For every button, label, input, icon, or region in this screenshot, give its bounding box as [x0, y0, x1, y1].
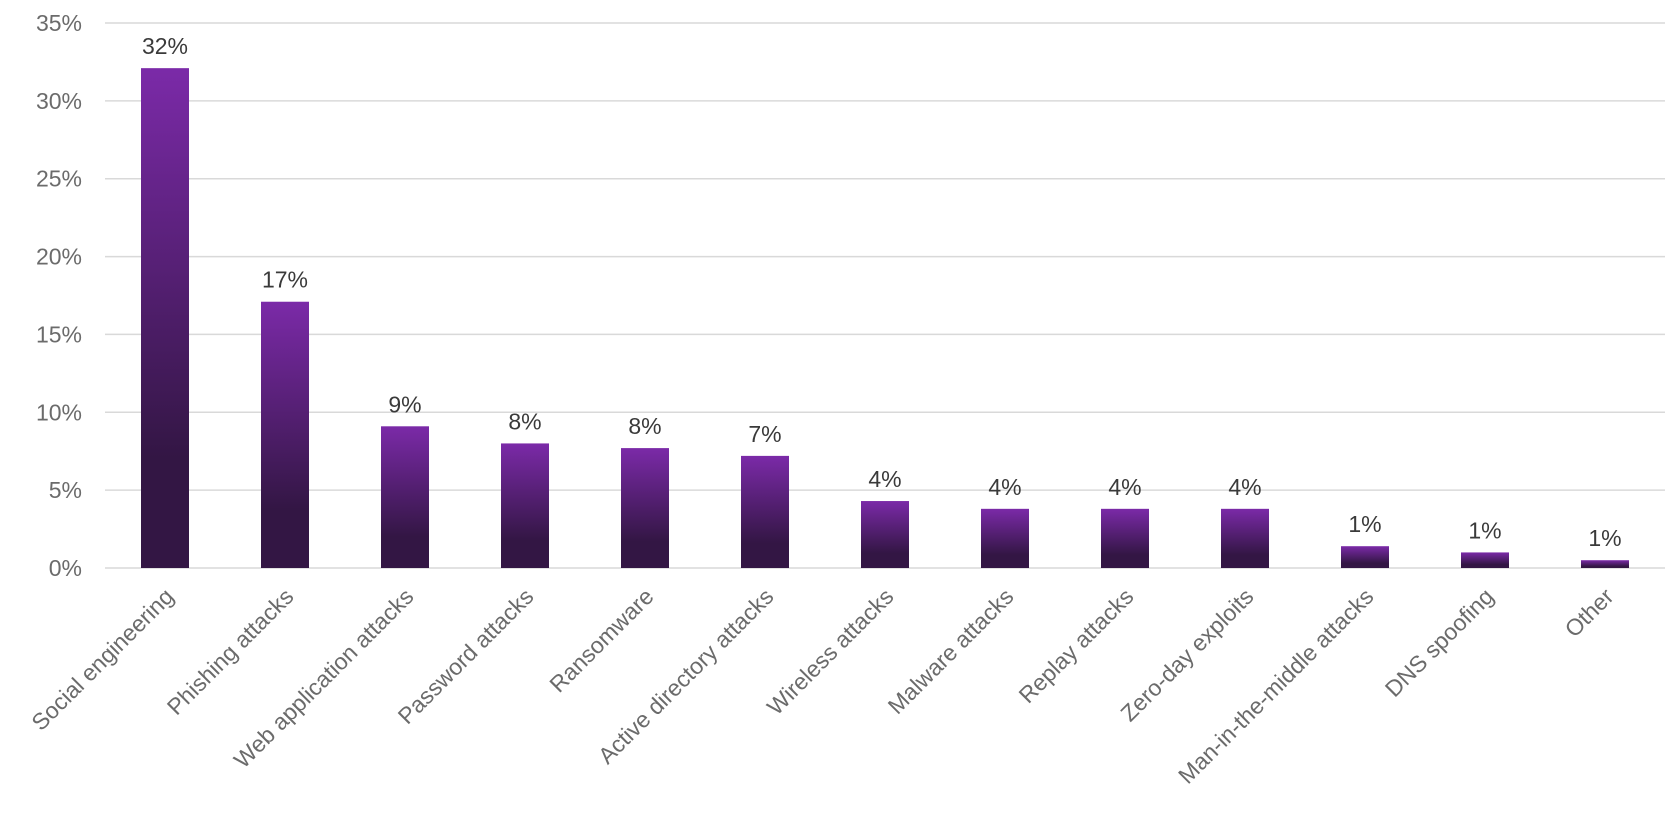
data-label: 8% [508, 408, 541, 434]
y-tick-label: 20% [36, 244, 82, 270]
y-tick-label: 30% [36, 88, 82, 114]
y-tick-label: 10% [36, 399, 82, 425]
bar [141, 68, 189, 569]
x-tick-label: Replay attacks [1013, 583, 1138, 708]
data-label: 32% [142, 33, 188, 59]
data-label: 1% [1588, 525, 1621, 551]
bar [861, 501, 909, 568]
y-tick-label: 15% [36, 321, 82, 347]
bar [381, 426, 429, 568]
bar [261, 301, 309, 568]
data-labels: 32% 17% 9% 8% 8% 7% 4% 4% 4% 4% 1% 1% 1% [142, 33, 1622, 551]
bar [1341, 546, 1389, 568]
data-label: 1% [1468, 517, 1501, 543]
data-label: 7% [748, 421, 781, 447]
x-tick-label: DNS spoofing [1380, 583, 1499, 702]
y-axis-ticks: 0% 5% 10% 15% 20% 25% 30% 35% [36, 10, 82, 581]
y-tick-label: 35% [36, 10, 82, 36]
data-label: 4% [868, 466, 901, 492]
x-tick-label: Other [1559, 583, 1618, 642]
gridlines [105, 22, 1665, 569]
data-label: 9% [388, 391, 421, 417]
data-label: 1% [1348, 511, 1381, 537]
x-tick-label: Zero-day exploits [1115, 583, 1258, 726]
y-tick-label: 5% [49, 477, 82, 503]
data-label: 8% [628, 413, 661, 439]
data-label: 4% [988, 474, 1021, 500]
bar [1221, 508, 1269, 568]
bars [141, 68, 1629, 569]
x-tick-label: Ransomware [544, 583, 658, 697]
data-label: 4% [1228, 474, 1261, 500]
bar [501, 443, 549, 568]
bar [1461, 552, 1509, 568]
bar [741, 455, 789, 568]
x-tick-label: Man-in-the-middle attacks [1173, 583, 1378, 788]
y-tick-label: 25% [36, 166, 82, 192]
x-tick-label: Wireless attacks [762, 583, 899, 720]
bar [621, 448, 669, 568]
x-tick-label: Malware attacks [883, 583, 1019, 719]
bar [1581, 560, 1629, 568]
bar [981, 508, 1029, 568]
bar [1101, 508, 1149, 568]
x-tick-label: Phishing attacks [162, 583, 299, 720]
data-label: 17% [262, 267, 308, 293]
x-tick-label: Social engineering [26, 583, 178, 735]
data-label: 4% [1108, 474, 1141, 500]
y-tick-label: 0% [49, 555, 82, 581]
